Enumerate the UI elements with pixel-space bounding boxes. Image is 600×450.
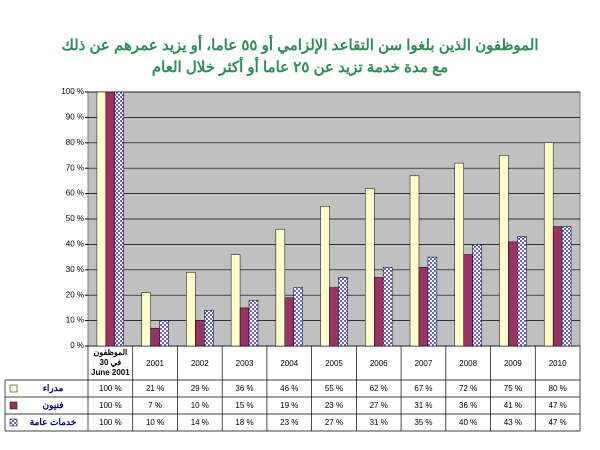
y-tick-label: 100 % (61, 87, 84, 96)
data-label: 7 % (148, 401, 162, 410)
data-label: 31 % (369, 418, 388, 427)
data-label: 100 % (99, 384, 122, 393)
y-tick-label: 40 % (66, 240, 84, 249)
x-tick-label: 2004 (280, 358, 299, 368)
data-label: 62 % (369, 384, 388, 393)
data-label: 15 % (235, 401, 254, 410)
data-label: 46 % (280, 384, 299, 393)
x-tick-label: 2008 (459, 358, 478, 368)
data-label: 67 % (414, 384, 433, 393)
data-label: 10 % (190, 401, 209, 410)
y-tick-label: 80 % (66, 138, 84, 147)
bar (284, 297, 294, 347)
y-tick-label: 90 % (66, 113, 84, 122)
data-label: 27 % (324, 418, 344, 427)
x-tick-label: 2002 (190, 358, 209, 368)
y-tick-label: 70 % (66, 163, 84, 172)
bar (293, 287, 303, 347)
data-label: 80 % (548, 384, 567, 393)
y-tick-label: 30 % (66, 265, 84, 274)
bar (96, 91, 107, 347)
data-label: 18 % (235, 418, 254, 427)
bar (141, 292, 151, 347)
bar (195, 320, 205, 347)
y-tick-label: 50 % (66, 214, 84, 223)
bar (150, 327, 160, 347)
data-label: 40 % (459, 418, 478, 427)
data-label: 55 % (324, 384, 344, 393)
data-label: 21 % (145, 384, 165, 393)
data-label: 72 % (459, 384, 478, 393)
bar (508, 241, 518, 347)
data-label: 36 % (235, 384, 254, 393)
legend-swatch (9, 401, 18, 410)
data-label: 36 % (459, 401, 478, 410)
bar (338, 277, 348, 347)
chart-title: مع مدة خدمة تزيد عن ٢٥ عاما أو أكثر خلال… (151, 59, 449, 76)
y-tick-label: 10 % (66, 316, 84, 325)
x-tick-label: 2006 (369, 358, 388, 368)
bar (418, 267, 429, 347)
bar (374, 277, 384, 347)
bar (186, 272, 196, 347)
data-label: 29 % (190, 384, 209, 393)
legend-swatch (9, 418, 18, 427)
data-label: 100 % (99, 401, 122, 410)
bar (248, 300, 259, 347)
bar (329, 287, 339, 347)
x-tick-label: 2010 (548, 358, 567, 368)
data-label: 27 % (369, 401, 388, 410)
data-label: 47 % (548, 401, 567, 410)
bar (365, 188, 375, 347)
data-label: 100 % (99, 418, 122, 427)
bar (239, 307, 250, 347)
bar (204, 310, 214, 347)
bar (552, 226, 563, 347)
data-label: 35 % (414, 418, 433, 427)
bar (472, 244, 482, 347)
data-label: 31 % (414, 401, 433, 410)
x-tick-label: 2003 (235, 358, 254, 368)
bar (561, 226, 572, 347)
bar (499, 155, 509, 347)
legend-swatch (9, 384, 18, 393)
y-tick-label: 60 % (66, 189, 84, 198)
bar (517, 236, 527, 347)
bar (105, 91, 116, 347)
x-tick-label: 2001 (146, 358, 164, 368)
data-label: 19 % (280, 401, 299, 410)
data-label: 23 % (280, 418, 299, 427)
x-tick-label: الموظفون في 30 June 2001 (91, 348, 130, 377)
bar (114, 91, 125, 347)
y-tick-label: 20 % (66, 290, 84, 299)
bar (409, 175, 420, 347)
chart-title: الموظفون الذين بلغوا سن التقاعد الإلزامي… (61, 37, 539, 54)
x-tick-label: 2007 (414, 358, 433, 368)
bar (463, 254, 473, 347)
bar (275, 228, 286, 347)
data-label: 41 % (503, 401, 522, 410)
bar (320, 206, 330, 347)
legend-label: مدراء (42, 383, 64, 393)
x-tick-label: 2009 (503, 358, 522, 368)
legend-label: فنيون (42, 400, 64, 410)
data-label: 43 % (503, 418, 522, 427)
data-label: 14 % (190, 418, 209, 427)
data-label: 10 % (145, 418, 165, 427)
bar (159, 320, 169, 347)
data-label: 75 % (503, 384, 522, 393)
bar (230, 254, 241, 347)
bar (454, 162, 464, 347)
x-tick-label: 2005 (325, 358, 343, 368)
legend-label: خدمات عامة (29, 417, 77, 427)
data-label: 47 % (548, 418, 567, 427)
bar (382, 267, 393, 347)
data-label: 23 % (324, 401, 344, 410)
y-tick-label: 0 % (70, 341, 84, 350)
bar (427, 256, 438, 347)
bar (543, 142, 554, 347)
